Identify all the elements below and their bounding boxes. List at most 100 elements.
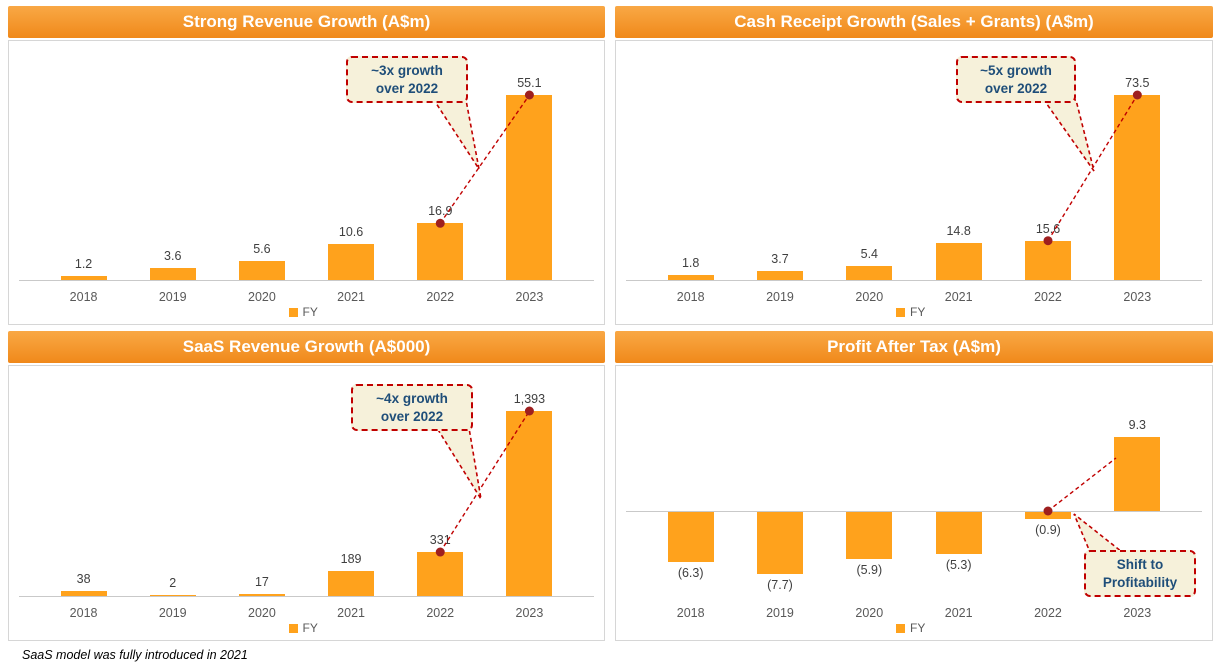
callout-line: over 2022 <box>380 408 444 424</box>
bar-2023 <box>1114 436 1161 511</box>
bar-value-label: (7.7) <box>767 577 793 592</box>
callout-line: ~5x growth <box>980 63 1052 78</box>
bar-2023 <box>506 95 553 280</box>
bar-2021 <box>935 512 982 555</box>
bar-value-label: 15.6 <box>1035 221 1061 236</box>
callout-line: ~3x growth <box>371 63 443 78</box>
bar-2018 <box>60 590 107 596</box>
x-axis-label: 2018 <box>69 290 98 304</box>
bar-value-label: 331 <box>429 533 451 548</box>
bar-value-label: (5.9) <box>856 563 883 578</box>
bar-value-label: 73.5 <box>1125 76 1150 90</box>
bar-value-label: (5.3) <box>945 558 972 573</box>
bar-2019 <box>757 270 803 280</box>
x-axis-label: 2022 <box>1034 290 1062 304</box>
bar-value-label: 1.2 <box>74 256 93 271</box>
chart-title-revenue-growth: Strong Revenue Growth (A$m) <box>8 6 605 38</box>
callout-line: ~4x growth <box>376 391 448 406</box>
callout-pointer <box>432 99 480 170</box>
bar-2022 <box>1025 240 1071 280</box>
bar-2019 <box>149 267 196 280</box>
x-axis-label: 2022 <box>426 606 455 620</box>
x-axis-label: 2020 <box>248 290 276 304</box>
x-axis-label: 2022 <box>426 290 455 304</box>
bar-2021 <box>935 242 982 280</box>
chart-panel-saas-revenue-growth: SaaS Revenue Growth (A$000) 38 2018 2 2019 1… <box>8 331 605 641</box>
bar-value-label: 9.3 <box>1128 417 1147 432</box>
bar-2022 <box>1025 512 1071 520</box>
bar-2022 <box>417 223 464 280</box>
bar-2020 <box>846 512 893 560</box>
bar-value-label: (0.9) <box>1035 523 1061 538</box>
bar-2018 <box>667 512 714 563</box>
x-axis-label: 2021 <box>337 290 365 304</box>
bar-2023 <box>506 411 553 596</box>
x-axis-label: 2020 <box>855 290 884 304</box>
chart-profit-after-tax: (6.3) 2018 (7.7) 2019 (5.9) 2020 (5.3) 2021 (0.9… <box>615 365 1213 641</box>
x-axis-line <box>19 280 594 281</box>
chart-revenue-growth: 1.2 2018 3.6 2019 5.6 2020 10.6 2021 16.9 2022 55.… <box>8 40 605 325</box>
x-axis-label: 2018 <box>69 606 98 620</box>
x-axis-line <box>626 280 1202 281</box>
legend: FY <box>288 305 318 319</box>
legend: FY <box>896 305 925 319</box>
bar-value-label: 55.1 <box>517 76 542 90</box>
x-axis-label: 2023 <box>1123 606 1152 620</box>
x-axis-label: 2018 <box>676 606 705 620</box>
callout-line: Shift to <box>1116 557 1164 572</box>
bar-2018 <box>667 275 714 280</box>
legend-label: FY <box>302 621 318 635</box>
bar-value-label: 1,393 <box>513 392 546 406</box>
legend-swatch-icon <box>896 623 905 633</box>
x-axis-label: 2021 <box>944 290 973 304</box>
chart-title-profit-after-tax: Profit After Tax (A$m) <box>615 331 1213 363</box>
bar-value-label: 38 <box>76 571 91 586</box>
bar-2022 <box>417 552 464 596</box>
x-axis-label: 2023 <box>1123 290 1152 304</box>
x-axis-label: 2018 <box>676 290 705 304</box>
callout-line: Profitability <box>1102 574 1178 590</box>
x-axis-label: 2019 <box>158 290 187 304</box>
legend-swatch-icon <box>288 307 298 317</box>
bar-2019 <box>149 595 196 596</box>
chart-cash-receipt-growth: 1.8 2018 3.7 2019 5.4 2020 14.8 2021 15.6 2022 73.… <box>615 40 1213 325</box>
callout-line: over 2022 <box>984 80 1048 96</box>
chart-panel-profit-after-tax: Profit After Tax (A$m) (6.3) 2018 (7.7) 201… <box>615 331 1213 641</box>
bar-value-label: 16.9 <box>428 204 453 219</box>
chart-saas-revenue-growth: 38 2018 2 2019 17 2020 189 2021 331 2022 1,393 2023… <box>8 365 605 641</box>
bar-2018 <box>60 275 107 280</box>
x-axis-line <box>626 511 1202 512</box>
x-axis-label: 2021 <box>337 606 365 620</box>
bar-value-label: 5.6 <box>253 242 271 257</box>
legend: FY <box>288 621 318 635</box>
chart-title-cash-receipt-growth: Cash Receipt Growth (Sales + Grants) (A$… <box>615 6 1213 38</box>
legend-swatch-icon <box>896 307 905 317</box>
bar-value-label: (6.3) <box>677 566 704 581</box>
callout-pointer <box>435 427 482 500</box>
legend: FY <box>896 621 925 635</box>
legend-label: FY <box>910 305 926 319</box>
bar-2020 <box>238 261 285 280</box>
x-axis-label: 2019 <box>766 290 794 304</box>
x-axis-label: 2022 <box>1034 606 1062 620</box>
growth-arrow-line <box>1047 457 1117 512</box>
chart-panel-cash-receipt-growth: Cash Receipt Growth (Sales + Grants) (A$… <box>615 6 1213 325</box>
bar-value-label: 1.8 <box>681 256 700 271</box>
bar-value-label: 2 <box>169 576 177 590</box>
bar-2020 <box>846 266 893 280</box>
x-axis-line <box>19 596 594 597</box>
bar-value-label: 10.6 <box>338 225 364 240</box>
charts-grid: Strong Revenue Growth (A$m) 1.2 2018 3.6 20… <box>8 6 1213 641</box>
callout: ~3x growth over 2022 <box>346 56 468 104</box>
callout: ~5x growth over 2022 <box>956 56 1076 104</box>
chart-title-saas-revenue-growth: SaaS Revenue Growth (A$000) <box>8 331 605 363</box>
bar-value-label: 3.7 <box>771 251 789 266</box>
chart-panel-revenue-growth: Strong Revenue Growth (A$m) 1.2 2018 3.6 20… <box>8 6 605 325</box>
callout-line: over 2022 <box>375 80 439 96</box>
x-axis-label: 2023 <box>515 606 544 620</box>
bar-value-label: 3.6 <box>164 248 182 263</box>
bar-2023 <box>1114 95 1161 280</box>
x-axis-label: 2020 <box>248 606 276 620</box>
bar-value-label: 5.4 <box>860 247 879 262</box>
